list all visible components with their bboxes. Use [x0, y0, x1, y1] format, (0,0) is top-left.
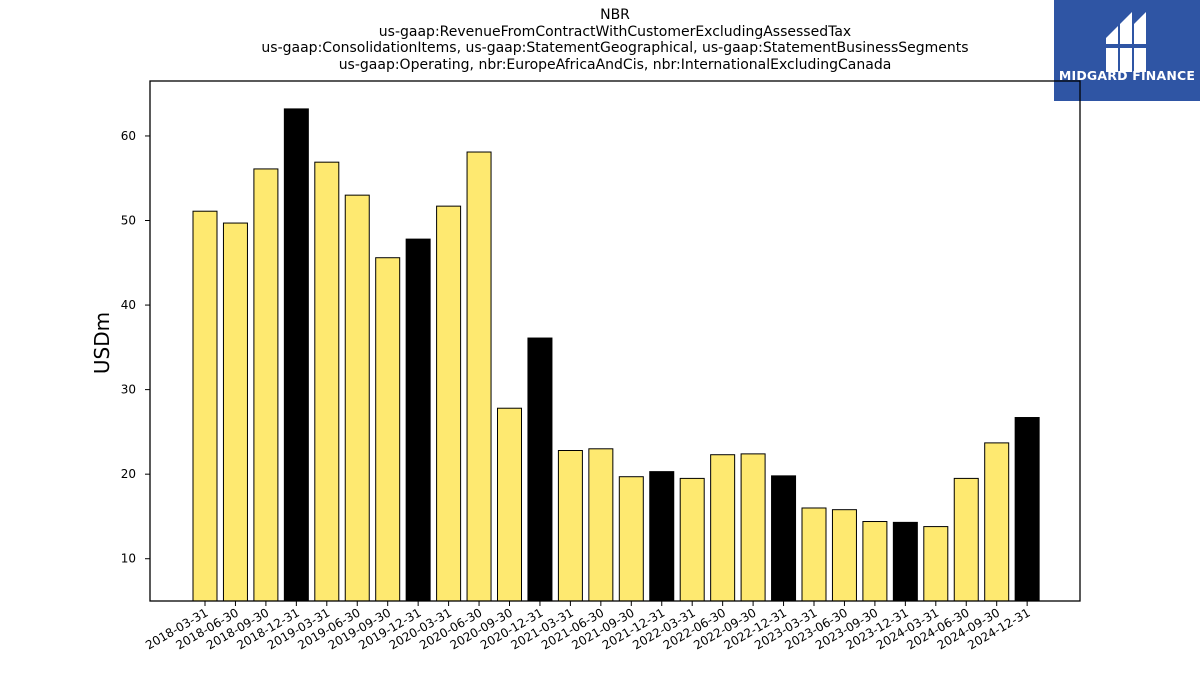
bar-2023-09-30 — [862, 521, 888, 602]
y-axis: 10 20 30 40 50 60 — [121, 129, 150, 566]
bar-2022-03-31 — [679, 477, 705, 602]
bar-2024-12-31 — [1014, 417, 1040, 602]
bar-2024-03-31 — [923, 526, 949, 602]
bar-2024-09-30 — [984, 442, 1010, 602]
bar-2022-09-30 — [740, 453, 766, 602]
bar-2019-09-30 — [375, 257, 401, 602]
bar-2020-12-31 — [527, 337, 553, 602]
y-tick-label: 30 — [121, 383, 136, 397]
bar-2020-09-30 — [497, 407, 522, 602]
bar-2019-12-31 — [405, 238, 431, 602]
title-line-ticker: NBR — [600, 7, 630, 23]
bar-2018-09-30 — [253, 168, 279, 602]
bar-2021-09-30 — [618, 476, 644, 602]
bar-2021-06-30 — [588, 448, 614, 602]
bar-2023-06-30 — [831, 509, 857, 602]
bar-2019-03-31 — [314, 161, 340, 602]
x-axis: 2018-03-312018-06-302018-09-302018-12-31… — [143, 601, 1033, 652]
y-tick-label: 20 — [121, 467, 136, 481]
chart-title: NBR us-gaap:RevenueFromContractWithCusto… — [150, 7, 1080, 73]
bar-2022-06-30 — [710, 454, 736, 602]
logo-text: MIDGARD FINANCE — [1058, 68, 1196, 83]
bar-2021-12-31 — [649, 471, 675, 602]
title-line-members: us-gaap:Operating, nbr:EuropeAfricaAndCi… — [338, 56, 892, 73]
bar-2023-03-31 — [801, 507, 827, 602]
y-tick-label: 60 — [121, 129, 136, 143]
bar-2020-06-30 — [466, 151, 492, 602]
bar-2022-12-31 — [771, 475, 797, 602]
bar-2024-06-30 — [953, 477, 979, 602]
y-tick-label: 40 — [121, 298, 136, 312]
bar-2018-03-31 — [192, 210, 218, 602]
midgard-finance-logo: MIDGARD FINANCE — [1054, 0, 1200, 101]
bar-2021-03-31 — [557, 450, 583, 602]
y-axis-label: USDm — [90, 312, 114, 374]
bar-2018-12-31 — [283, 108, 309, 602]
y-tick-label: 50 — [121, 214, 136, 228]
title-line-concept: us-gaap:RevenueFromContractWithCustomerE… — [378, 23, 852, 40]
bar-2018-06-30 — [222, 222, 248, 602]
plot-frame — [149, 80, 1081, 602]
title-line-axes: us-gaap:ConsolidationItems, us-gaap:Stat… — [261, 40, 969, 56]
bar-2020-03-31 — [436, 205, 462, 602]
bar-2019-06-30 — [344, 194, 370, 602]
y-tick-label: 10 — [121, 552, 136, 566]
bar-2023-12-31 — [892, 521, 918, 602]
midgard-logo-icon — [1106, 12, 1146, 72]
bars-group — [192, 108, 1040, 602]
